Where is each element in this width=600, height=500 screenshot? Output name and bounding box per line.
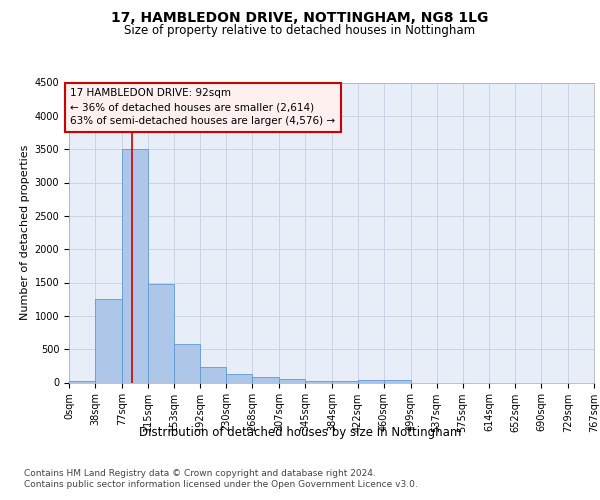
- Bar: [174, 344, 200, 383]
- Text: 17, HAMBLEDON DRIVE, NOTTINGHAM, NG8 1LG: 17, HAMBLEDON DRIVE, NOTTINGHAM, NG8 1LG: [112, 11, 488, 25]
- Bar: [69, 380, 95, 382]
- Text: Distribution of detached houses by size in Nottingham: Distribution of detached houses by size …: [139, 426, 461, 439]
- Text: Contains public sector information licensed under the Open Government Licence v3: Contains public sector information licen…: [24, 480, 418, 489]
- Text: Size of property relative to detached houses in Nottingham: Size of property relative to detached ho…: [124, 24, 476, 37]
- Bar: [95, 298, 122, 382]
- Y-axis label: Number of detached properties: Number of detached properties: [20, 145, 31, 320]
- Bar: [384, 380, 410, 382]
- Bar: [200, 366, 226, 382]
- Bar: [332, 381, 358, 382]
- Bar: [253, 377, 279, 382]
- Bar: [122, 149, 148, 382]
- Bar: [148, 284, 174, 382]
- Text: Contains HM Land Registry data © Crown copyright and database right 2024.: Contains HM Land Registry data © Crown c…: [24, 469, 376, 478]
- Bar: [305, 381, 332, 382]
- Bar: [358, 380, 384, 382]
- Bar: [279, 379, 305, 382]
- Text: 17 HAMBLEDON DRIVE: 92sqm
← 36% of detached houses are smaller (2,614)
63% of se: 17 HAMBLEDON DRIVE: 92sqm ← 36% of detac…: [70, 88, 335, 126]
- Bar: [226, 374, 253, 382]
